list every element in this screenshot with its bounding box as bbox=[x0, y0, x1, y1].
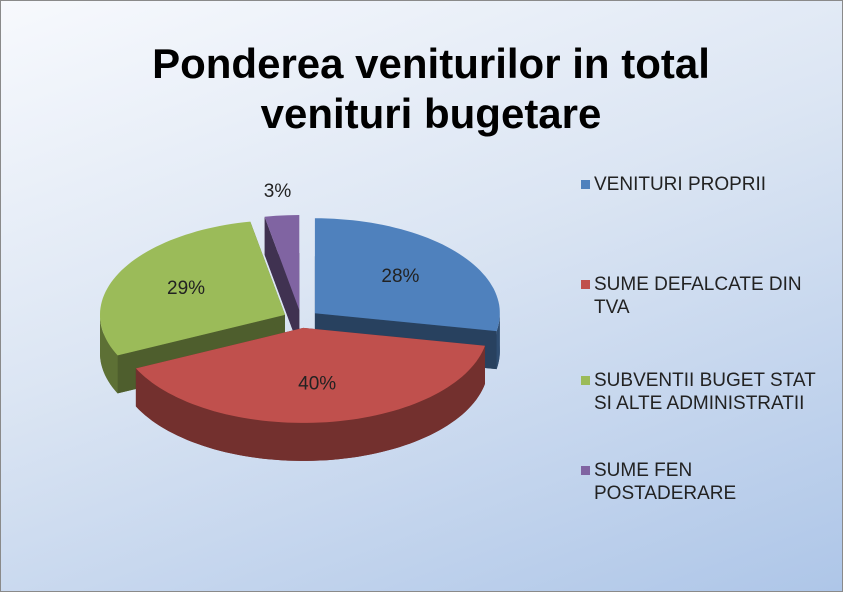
chart-title: Ponderea veniturilor in total venituri b… bbox=[152, 40, 710, 137]
slice-wall bbox=[496, 313, 500, 370]
legend-item: VENITURI PROPRII bbox=[581, 173, 821, 196]
data-label: 3% bbox=[264, 181, 292, 202]
data-label: 29% bbox=[167, 278, 205, 299]
slice bbox=[100, 221, 285, 356]
slice-side bbox=[264, 216, 300, 348]
slice-wall bbox=[100, 314, 118, 394]
legend-item: SUME DEFALCATE DIN TVA bbox=[581, 273, 821, 319]
slice bbox=[314, 218, 500, 332]
legend-item: SUME FEN POSTADERARE bbox=[581, 459, 821, 505]
legend-item: SUBVENTII BUGET STAT SI ALTE ADMINISTRAT… bbox=[581, 369, 821, 415]
slice bbox=[264, 215, 300, 310]
slice bbox=[135, 327, 485, 423]
data-label: 40% bbox=[298, 373, 336, 394]
legend-swatch bbox=[581, 280, 590, 289]
legend-label: SUME FEN POSTADERARE bbox=[594, 460, 737, 504]
legend-label: VENITURI PROPRII bbox=[594, 174, 767, 195]
legend-label: SUME DEFALCATE DIN TVA bbox=[594, 274, 802, 318]
legend-swatch bbox=[581, 376, 590, 385]
slice-wall bbox=[135, 345, 485, 461]
legend-swatch bbox=[581, 466, 590, 475]
legend-swatch bbox=[581, 180, 590, 189]
data-label: 28% bbox=[381, 266, 419, 287]
legend-label: SUBVENTII BUGET STAT SI ALTE ADMINISTRAT… bbox=[594, 370, 816, 414]
